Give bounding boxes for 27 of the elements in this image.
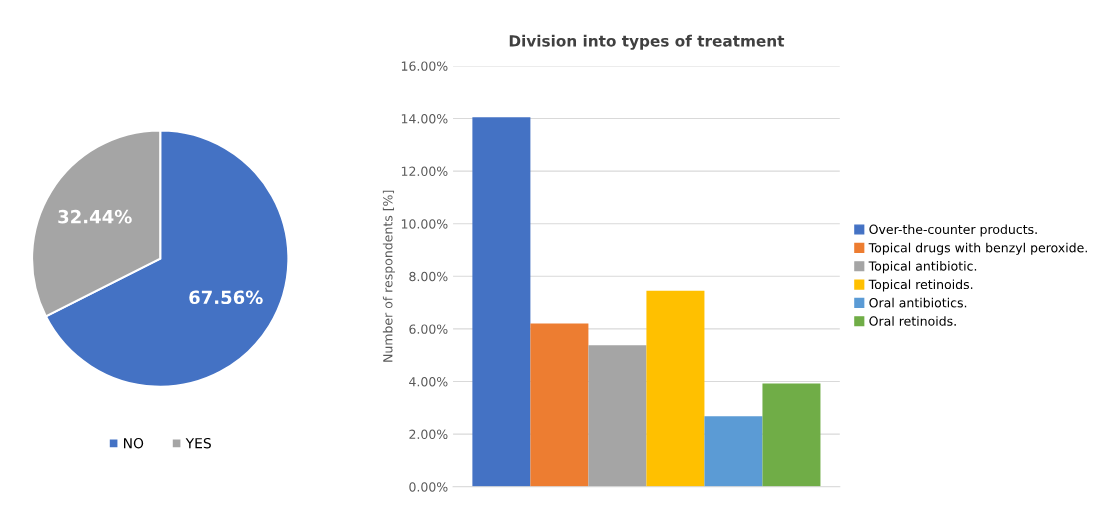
y-tick-label: 6.00%: [409, 324, 448, 334]
y-tick-label: 8.00%: [409, 271, 448, 282]
bar: [530, 323, 589, 487]
data-label: 67.56%: [189, 290, 263, 305]
legend-label: Topical antibiotic.: [868, 261, 977, 274]
legend-label: Topical drugs with benzyl peroxide.: [868, 242, 1087, 255]
legend-label: Topical retinoids.: [868, 279, 973, 292]
legend-label: YES: [185, 437, 211, 449]
y-tick-label: 10.00%: [401, 219, 448, 229]
y-tick-label: 16.00%: [401, 61, 448, 71]
bar: [646, 290, 705, 487]
y-tick-label: 12.00%: [401, 166, 448, 177]
bar: [472, 117, 531, 487]
legend-label: Over-the-counter products.: [869, 224, 1037, 237]
bar: [704, 416, 763, 487]
legend-label: NO: [124, 437, 144, 449]
bar: [588, 345, 647, 487]
bar: [762, 383, 821, 487]
y-tick-label: 4.00%: [409, 376, 448, 387]
y-axis-title: Number of respondents [%]: [382, 190, 395, 362]
legend-label: Oral antibiotics.: [869, 297, 967, 308]
chart-title: Division into types of treatment: [509, 34, 785, 50]
y-tick-label: 0.00%: [409, 482, 448, 492]
y-tick-label: 2.00%: [409, 429, 448, 440]
y-tick-label: 14.00%: [401, 113, 448, 124]
legend-label: Oral retinoids.: [869, 316, 956, 326]
data-label: 32.44%: [58, 209, 132, 224]
